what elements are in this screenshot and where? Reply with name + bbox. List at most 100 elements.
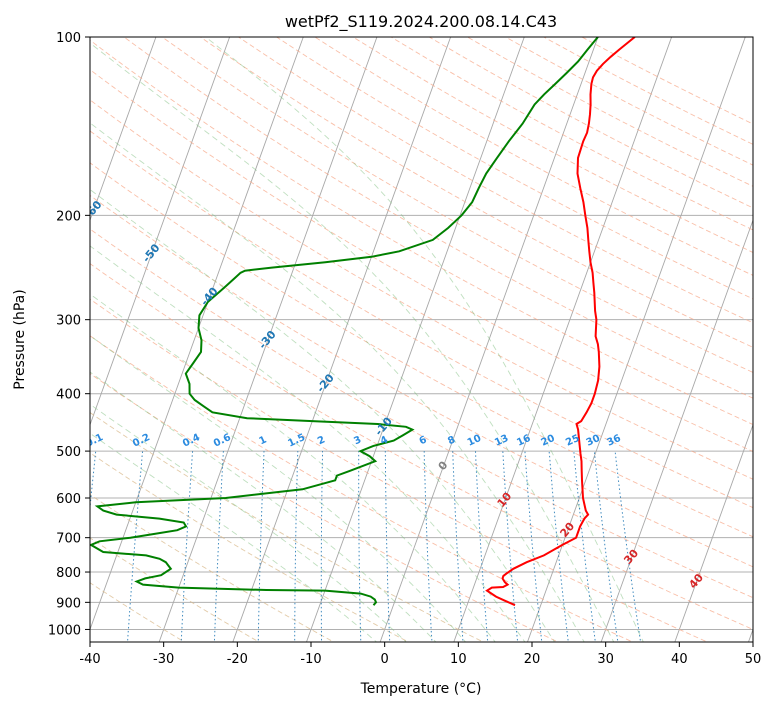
mixing-ratio-line (358, 451, 362, 642)
dry-adiabat-line (90, 298, 709, 642)
mixing-ratio-line (320, 451, 323, 642)
mixing-ratio-label: 4 (379, 434, 390, 447)
dry-adiabat-line (90, 130, 753, 509)
x-tick-label: 10 (450, 652, 467, 667)
dry-adiabat-label: 30 (621, 547, 641, 567)
dry-adiabat-label: 0 (436, 458, 451, 472)
mixing-ratio-line (452, 451, 464, 642)
mixing-ratio-label: 16 (515, 433, 532, 449)
mixing-ratio-line (384, 451, 391, 642)
dry-adiabat-label: -60 (82, 198, 105, 222)
moist-adiabat-line (90, 245, 526, 642)
dry-adiabat-line (428, 37, 753, 209)
plot-frame (89, 36, 754, 643)
mixing-ratio-line (90, 451, 97, 512)
y-tick-label: 200 (56, 209, 81, 224)
dry-adiabat-line (199, 37, 753, 348)
isotherm-line (306, 37, 525, 642)
moist-adiabat-line (90, 293, 496, 642)
y-tick-label: 600 (56, 492, 81, 507)
isotherm-line (674, 423, 753, 642)
y-tick-label: 1000 (48, 623, 81, 638)
mixing-ratio-label: 36 (605, 433, 622, 449)
dry-adiabat-label: -70 (24, 155, 47, 179)
isotherm-line (600, 218, 753, 642)
dry-adiabat-line (90, 39, 753, 425)
dry-adiabat-line (90, 582, 186, 642)
dewpoint-profile-line (90, 37, 599, 606)
moist-adiabat-line (90, 432, 378, 642)
dry-adiabat-line (90, 372, 559, 642)
isotherm-line (748, 628, 753, 642)
mixing-ratio-line (180, 451, 194, 642)
chart-title: wetPf2_S119.2024.200.08.14.C43 (285, 12, 557, 32)
dry-adiabat-label: 10 (495, 490, 515, 510)
x-tick-label: 40 (671, 652, 688, 667)
mixing-ratio-label: 25 (564, 433, 581, 449)
temperature-profile-line (485, 37, 636, 607)
mixing-ratio-line (524, 451, 543, 642)
dry-adiabat-label: 20 (557, 520, 577, 540)
isotherm-line (232, 37, 452, 642)
dry-adiabat-line (90, 228, 753, 599)
dry-adiabat-line (90, 99, 753, 480)
y-axis-label: Pressure (hPa) (12, 289, 28, 389)
mixing-ratio-label: 1 (257, 434, 268, 447)
dry-adiabat-line (90, 194, 753, 568)
mixing-ratio-label: 0.4 (181, 432, 202, 449)
x-tick-label: 50 (745, 652, 762, 667)
moist-adiabat-line (90, 403, 407, 642)
x-tick-label: -20 (227, 652, 248, 667)
mixing-ratio-label: 8 (446, 434, 457, 447)
mixing-ratio-label: 10 (466, 433, 483, 449)
dry-adiabat-line (90, 69, 753, 452)
series-layer (90, 37, 636, 607)
dry-adiabat-line (90, 162, 753, 538)
x-tick-label: -30 (153, 652, 174, 667)
moist-adiabat-line (90, 188, 556, 642)
mixing-ratio-line (614, 451, 642, 642)
mixing-ratio-label: 30 (585, 433, 602, 449)
isotherm-line (379, 37, 599, 642)
dry-adiabat-line (314, 37, 753, 276)
moist-adiabat-line (90, 42, 615, 642)
x-axis-label: Temperature (°C) (360, 681, 482, 697)
x-tick-label: -10 (300, 652, 321, 667)
mixing-ratio-line (475, 451, 489, 642)
background-lines (90, 37, 753, 642)
x-tick-label: 30 (597, 652, 614, 667)
isotherm-line (90, 37, 231, 427)
dry-adiabat-label: -30 (256, 328, 279, 352)
moist-adiabat-line (90, 335, 467, 642)
isotherm-line (527, 37, 746, 642)
y-tick-label: 500 (56, 445, 81, 460)
mixing-ratio-label: 0.1 (84, 432, 105, 449)
moist-adiabat-line (90, 371, 437, 642)
axis-layer: -40 -30 -20 -10 0 10 20 30 40 5010020030040050060… (48, 31, 761, 667)
moist-adiabat-line (205, 37, 644, 642)
mixing-ratio-label: 0.2 (131, 432, 152, 449)
mixing-ratio-label: 20 (539, 433, 556, 449)
dry-adiabat-line (90, 335, 634, 642)
x-tick-label: 0 (381, 652, 389, 667)
mixing-ratio-label: 6 (418, 434, 429, 447)
x-tick-label: 20 (524, 652, 541, 667)
dry-adiabat-line (90, 537, 260, 642)
mixing-ratio-label: 3 (352, 434, 363, 447)
y-tick-label: 800 (56, 566, 81, 581)
dry-adiabat-line (390, 37, 753, 231)
moist-adiabat-line (90, 122, 585, 642)
mixing-ratio-label: 13 (493, 433, 510, 449)
dry-adiabat-line (352, 37, 753, 253)
mixing-ratio-line (257, 451, 265, 642)
mixing-ratio-line (593, 451, 619, 642)
dry-adiabat-label: 40 (686, 571, 706, 591)
mixing-ratio-label: 1.5 (286, 432, 307, 449)
mixing-ratio-label: 2 (316, 434, 327, 447)
y-tick-label: 400 (56, 388, 81, 403)
dry-adiabat-line (90, 263, 753, 630)
y-tick-label: 700 (56, 532, 81, 547)
mixing-ratio-line (213, 451, 224, 642)
dry-adiabat-line (161, 37, 753, 373)
